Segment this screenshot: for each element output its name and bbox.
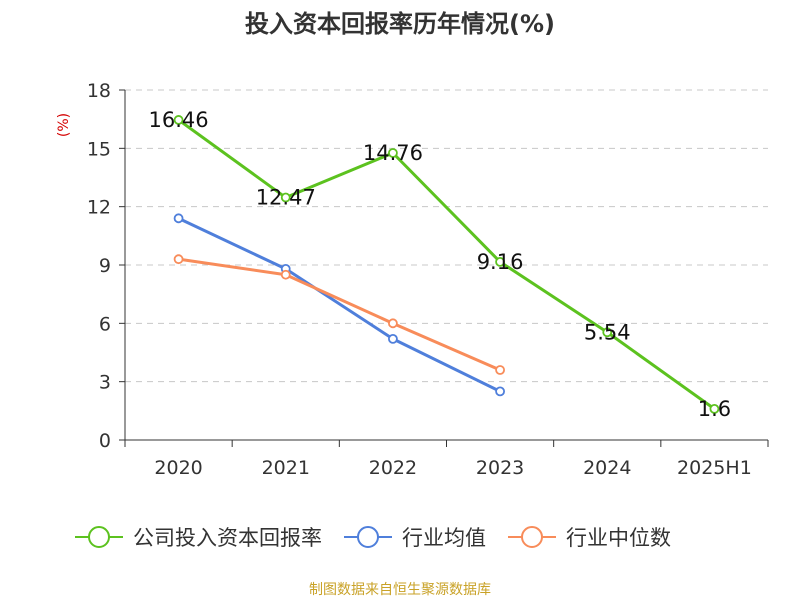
x-tick-label: 2025H1	[677, 457, 752, 479]
data-point-2	[280, 269, 291, 280]
series-line-1	[177, 216, 501, 393]
y-tick-label: 3	[99, 372, 111, 394]
data-point-2	[388, 318, 398, 329]
series-line-0	[177, 118, 716, 411]
data-point-0	[173, 115, 184, 125]
y-tick-label: 0	[99, 430, 111, 452]
data-label: 9.16	[477, 250, 524, 274]
data-label: 16.46	[149, 108, 209, 132]
x-tick-label: 2021	[262, 457, 310, 479]
y-tick-label: 9	[99, 255, 111, 277]
source-note: 制图数据来自恒生聚源数据库	[309, 582, 491, 598]
legend-label-0: 公司投入资本回报率	[133, 526, 322, 550]
y-tick-label: 12	[87, 197, 111, 219]
legend-label-2: 行业中位数	[566, 526, 671, 550]
data-point-1	[388, 333, 398, 344]
data-point-0	[495, 256, 505, 267]
legend-marker-1	[357, 526, 379, 548]
data-point-1	[495, 386, 505, 397]
data-label: 12.47	[256, 186, 316, 210]
x-tick-label: 2024	[583, 457, 631, 479]
data-point-1	[173, 213, 184, 224]
x-tick-label: 2022	[369, 457, 417, 479]
data-point-0	[388, 148, 398, 158]
data-label: 1.6	[698, 397, 731, 421]
x-tick-label: 2023	[476, 457, 524, 479]
data-point-0	[280, 192, 291, 203]
data-label: 5.54	[584, 320, 631, 344]
y-tick-label: 6	[99, 313, 111, 335]
x-tick-label: 2020	[154, 457, 202, 479]
y-tick-label: 15	[87, 138, 111, 160]
y-tick-label: 18	[87, 80, 111, 102]
data-point-2	[495, 365, 505, 375]
data-point-0	[602, 327, 613, 338]
y-axis-label: (%)	[56, 113, 72, 137]
data-label: 14.76	[363, 141, 423, 165]
data-point-0	[709, 403, 720, 414]
series-line-2	[178, 257, 501, 372]
legend-label-1: 行业均值	[402, 526, 486, 550]
chart-title: 投入资本回报率历年情况(%)	[245, 10, 555, 38]
data-point-2	[173, 254, 184, 265]
legend-marker-2	[521, 526, 543, 548]
legend-marker-0	[88, 526, 110, 548]
